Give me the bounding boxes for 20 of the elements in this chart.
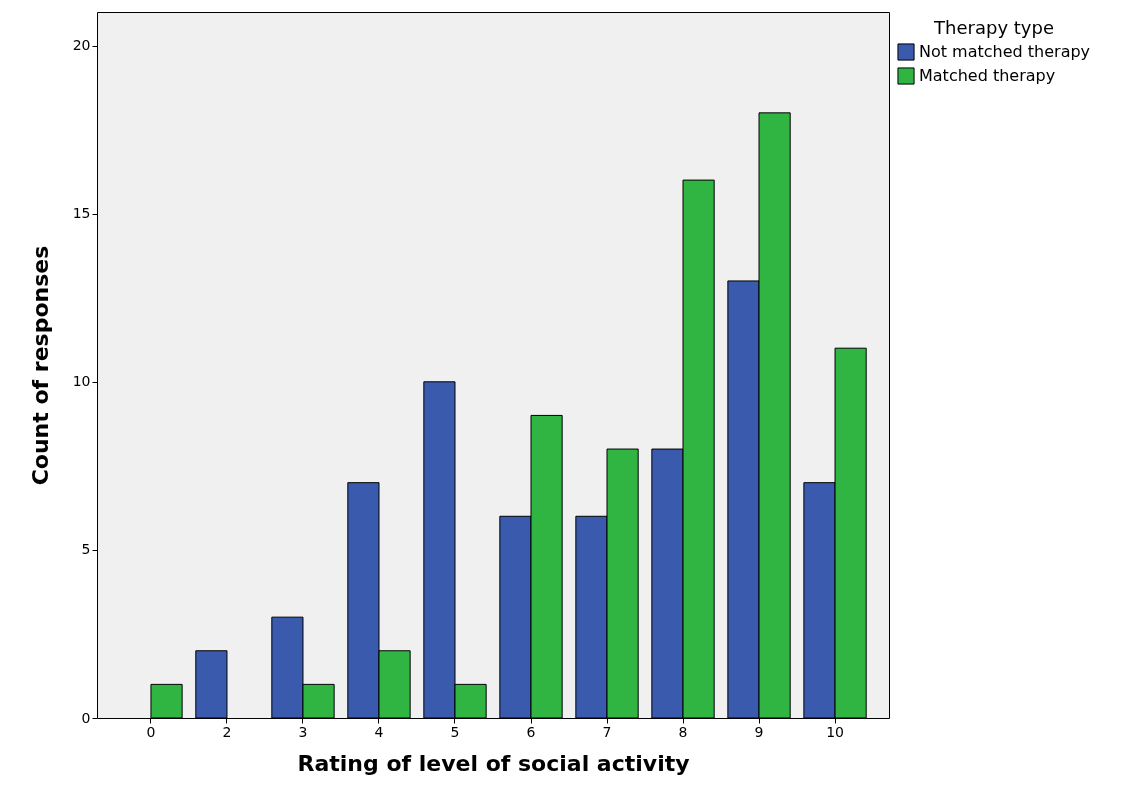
- x-tick-label: 0: [146, 723, 156, 740]
- y-tick-label: 10: [72, 373, 91, 390]
- x-tick-label: 6: [526, 723, 536, 740]
- y-axis-title: Count of responses: [27, 245, 53, 486]
- x-tick-label: 4: [374, 723, 384, 740]
- x-tick-label: 7: [602, 723, 612, 740]
- legend-label: Matched therapy: [919, 66, 1056, 85]
- legend-title: Therapy type: [933, 17, 1054, 38]
- x-tick-label: 8: [678, 723, 688, 740]
- x-tick-label: 3: [298, 723, 308, 740]
- y-tick-label: 5: [81, 541, 91, 558]
- y-tick-label: 20: [72, 37, 91, 54]
- x-tick-label: 5: [450, 723, 460, 740]
- x-axis-title: Rating of level of social activity: [297, 750, 690, 776]
- y-tick-label: 0: [81, 709, 91, 726]
- y-tick-label: 15: [72, 205, 91, 222]
- x-tick-label: 2: [222, 723, 232, 740]
- x-tick-label: 9: [754, 723, 764, 740]
- legend-label: Not matched therapy: [919, 42, 1091, 61]
- x-tick-label: 10: [826, 723, 844, 740]
